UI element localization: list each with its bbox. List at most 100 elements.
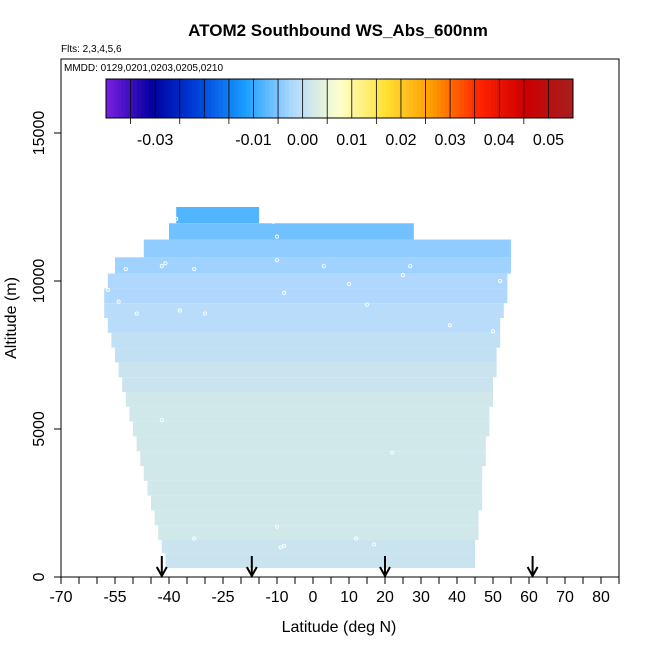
colorbar-swatch	[429, 79, 434, 118]
colorbar-swatch	[273, 79, 278, 118]
colorbar-swatch	[506, 79, 512, 118]
x-tick-label: 0	[309, 589, 318, 606]
sample-point	[163, 261, 168, 266]
colorbar-swatch	[234, 79, 239, 118]
sample-point	[498, 278, 503, 284]
sample-point	[109, 358, 114, 363]
heatmap-cell	[107, 318, 501, 333]
sample-point	[354, 536, 359, 541]
colorbar-swatch	[448, 79, 453, 118]
colorbar-swatch	[211, 79, 216, 118]
colorbar-swatch	[199, 79, 204, 118]
heatmap-cell	[133, 421, 490, 437]
x-tick-label: 70	[556, 589, 574, 606]
colorbar-swatch	[499, 79, 504, 118]
heatmap-cell	[115, 347, 497, 363]
colorbar-swatch	[141, 79, 146, 118]
colorbar-swatch	[471, 79, 477, 118]
x-tick-label: 30	[412, 589, 430, 606]
heatmap-cell	[107, 273, 508, 289]
heatmap-cell	[165, 553, 475, 569]
profile-arrow-head	[155, 566, 168, 579]
x-axis-label: Latitude (deg N)	[282, 619, 397, 636]
colorbar-swatch	[117, 79, 123, 118]
colorbar-swatch	[230, 79, 235, 118]
heatmap-cell	[136, 436, 486, 452]
sample-point	[123, 267, 128, 272]
heatmap-cell	[129, 406, 490, 422]
colorbar-swatch	[425, 79, 430, 118]
colorbar-swatch	[522, 79, 527, 118]
colorbar-swatch	[569, 79, 574, 118]
heatmap-cell	[104, 288, 508, 304]
colorbar-swatch	[249, 79, 255, 118]
colorbar-border	[105, 78, 574, 119]
profile-arrow-head	[526, 566, 539, 579]
colorbar-swatch	[308, 79, 313, 118]
colorbar-swatch	[133, 79, 138, 118]
colorbar-swatch	[495, 79, 500, 118]
colorbar-swatch	[514, 79, 520, 118]
colorbar-swatch	[444, 79, 449, 118]
sample-points	[105, 216, 503, 550]
y-tick-label: 0	[31, 572, 48, 581]
x-tick-label: -40	[157, 589, 180, 606]
heatmap-cells	[104, 207, 512, 569]
colorbar-swatch	[483, 79, 488, 118]
sample-point	[159, 264, 164, 269]
colorbar-swatch	[545, 79, 551, 118]
colorbar-swatch	[530, 79, 535, 118]
profile-arrow-head	[379, 566, 391, 579]
colorbar-swatch	[386, 79, 391, 118]
colorbar-tick-label: 0.05	[533, 132, 564, 149]
sample-point	[372, 542, 377, 547]
colorbar-swatch	[316, 79, 321, 118]
colorbar-swatch	[277, 79, 282, 118]
colorbar-swatch	[421, 79, 426, 118]
colorbar-swatch	[261, 79, 267, 118]
colorbar-swatch	[327, 79, 333, 118]
sample-point	[192, 536, 197, 541]
sample-point	[274, 524, 280, 529]
chart-subtitle-flights: Flts: 2,3,4,5,6	[61, 44, 122, 55]
colorbar-swatch	[541, 79, 547, 118]
colorbar-swatch	[487, 79, 492, 118]
colorbar-swatch	[526, 79, 531, 118]
colorbar-swatch	[561, 79, 566, 118]
profile-arrows	[155, 556, 539, 579]
colorbar-swatch	[214, 79, 220, 118]
heatmap-cell	[115, 257, 511, 274]
colorbar-swatch	[382, 79, 387, 118]
colorbar-tick-label: 0.04	[484, 132, 515, 149]
colorbar-swatch	[436, 79, 442, 118]
colorbar-swatch	[164, 79, 169, 118]
sample-point	[282, 543, 287, 548]
colorbar-swatch	[281, 79, 286, 118]
x-tick-label: 50	[484, 589, 502, 606]
colorbar-tick-label: -0.03	[137, 132, 174, 149]
colorbar-swatch	[537, 79, 543, 118]
colorbar-swatch	[351, 79, 356, 118]
colorbar-swatch	[288, 79, 294, 118]
heatmap-cell	[140, 451, 486, 466]
sample-point	[400, 273, 406, 278]
colorbar-swatch	[109, 79, 115, 118]
profile-arrow	[379, 556, 391, 579]
sample-point	[116, 299, 121, 304]
sample-point	[274, 258, 280, 263]
colorbar-swatch	[502, 79, 508, 118]
colorbar-swatch	[148, 79, 154, 118]
x-tick-label: 40	[448, 589, 466, 606]
sample-point	[192, 267, 197, 272]
colorbar-swatch	[464, 79, 469, 118]
colorbar-tick-label: 0.00	[287, 132, 318, 149]
plot-area: MMDD: 0129,0201,0203,0205,0210	[60, 58, 620, 579]
colorbar-swatch	[491, 79, 496, 118]
heatmap-cell	[158, 525, 479, 540]
plot-border	[60, 58, 620, 578]
colorbar-swatch	[565, 79, 570, 118]
colorbar-swatch	[304, 79, 309, 118]
sample-point	[159, 418, 164, 423]
colorbar-swatch	[113, 79, 119, 118]
x-tick-label: 20	[376, 589, 394, 606]
